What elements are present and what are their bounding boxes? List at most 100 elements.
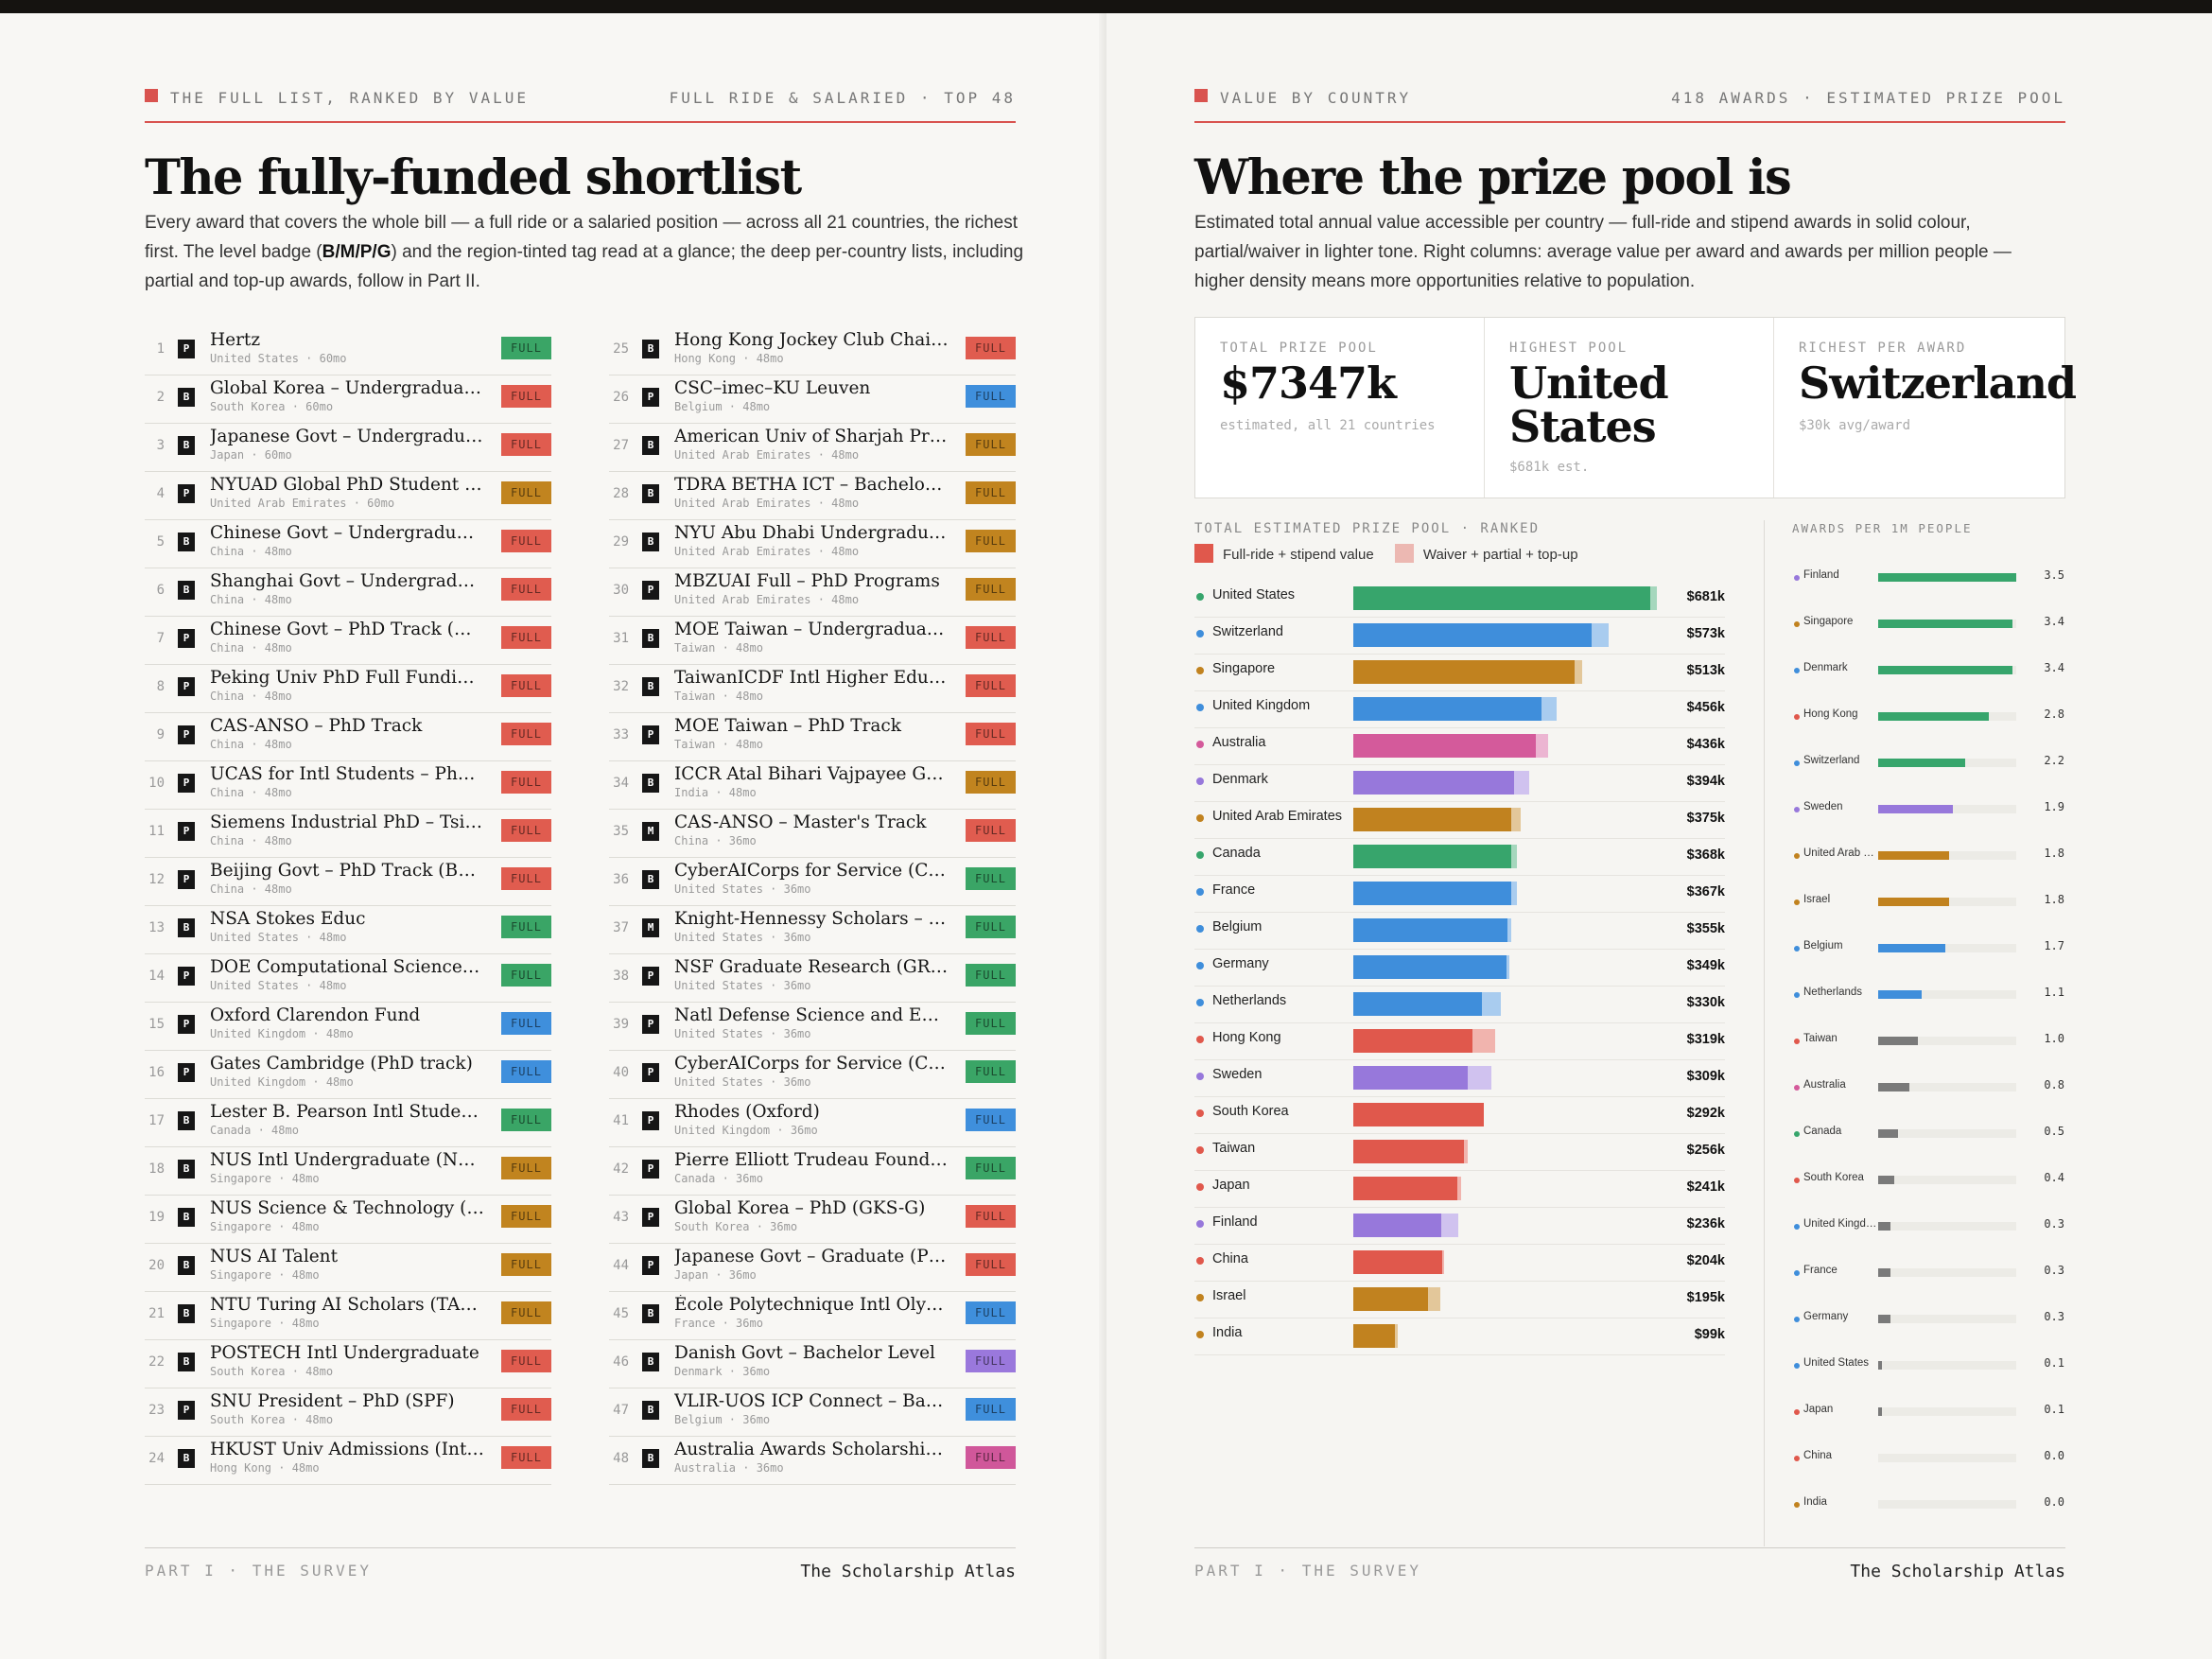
density-value-label: 0.1	[2044, 1356, 2064, 1370]
level-badge: B	[642, 484, 659, 503]
density-value-label: 0.1	[2044, 1403, 2064, 1416]
density-category-label: United Arab Emirates	[1803, 847, 1879, 859]
density-value-label: 0.3	[2044, 1264, 2064, 1277]
bar-partial-value	[1481, 992, 1501, 1016]
bar-category-label: Singapore	[1212, 661, 1276, 676]
stat-label: RICHEST PER AWARD	[1799, 341, 1967, 356]
rank-number: 31	[613, 631, 629, 646]
bar-partial-value	[1511, 882, 1517, 905]
level-badge: B	[642, 870, 659, 889]
bar-category-label: United States	[1212, 587, 1296, 602]
award-meta: Hong Kong · 48mo	[674, 352, 784, 365]
bar-category-label: Canada	[1212, 846, 1261, 861]
level-badge: B	[178, 1160, 195, 1179]
rank-number: 38	[613, 969, 629, 984]
intro-paragraph: Estimated total annual value accessible …	[1194, 213, 2012, 291]
pool-chart-heading: TOTAL ESTIMATED PRIZE POOL · RANKED	[1194, 521, 1541, 536]
award-meta: Taiwan · 48mo	[674, 738, 763, 751]
rank-number: 39	[613, 1017, 629, 1032]
bar-category-label: United Arab Emirates	[1212, 809, 1343, 824]
funding-tag: FULL	[966, 1350, 1016, 1372]
region-dot	[1794, 621, 1800, 627]
award-name: NSF Graduate Research (GRFP)	[674, 957, 949, 977]
density-bar	[1878, 1407, 1883, 1416]
award-name: American Univ of Sharjah President's Sch…	[674, 427, 949, 446]
funding-tag: FULL	[501, 578, 551, 601]
funding-tag: FULL	[501, 1398, 551, 1421]
list-item: 15 P Oxford Clarendon Fund United Kingdom ·…	[145, 1003, 551, 1051]
bar-row: United States $681k	[1194, 581, 1725, 618]
level-badge: P	[178, 1063, 195, 1082]
award-name: MBZUAI Full – PhD Programs	[674, 571, 940, 591]
funding-tag: FULL	[501, 867, 551, 890]
region-dot	[1196, 1331, 1204, 1338]
award-name: NSA Stokes Educ	[210, 909, 366, 929]
density-value-label: 1.1	[2044, 986, 2064, 999]
bar-partial-value	[1591, 623, 1610, 647]
funding-tag: FULL	[966, 1398, 1016, 1421]
bar-track	[1353, 808, 1665, 831]
density-category-label: Singapore	[1803, 616, 1854, 627]
level-badge: B	[178, 1111, 195, 1130]
list-item: 1 P Hertz United States · 60mo FULL	[145, 327, 551, 375]
list-item: 16 P Gates Cambridge (PhD track) United Kin…	[145, 1051, 551, 1099]
bar-row: Switzerland $573k	[1194, 618, 1725, 655]
award-meta: China · 48mo	[210, 545, 292, 558]
rank-number: 19	[148, 1210, 165, 1225]
density-row: Singapore 3.4	[1792, 602, 2066, 648]
density-bar	[1878, 944, 1945, 952]
level-badge: B	[178, 388, 195, 407]
bar-row: Hong Kong $319k	[1194, 1023, 1725, 1060]
density-track	[1878, 1129, 2016, 1138]
funding-tag: FULL	[501, 771, 551, 794]
density-category-label: Canada	[1803, 1126, 1842, 1137]
region-dot	[1196, 704, 1204, 711]
bar-partial-value	[1541, 697, 1557, 721]
bar-value-label: $319k	[1686, 1032, 1725, 1047]
bar-value-label: $349k	[1686, 958, 1725, 973]
funding-tag: FULL	[966, 337, 1016, 359]
density-value-label: 1.9	[2044, 800, 2064, 813]
rank-number: 37	[613, 920, 629, 935]
bar-value-label: $330k	[1686, 995, 1725, 1010]
award-meta: China · 48mo	[210, 738, 292, 751]
bar-category-label: Finland	[1212, 1214, 1258, 1230]
level-badge: B	[178, 918, 195, 937]
rank-number: 47	[613, 1403, 629, 1418]
bar-category-label: Australia	[1212, 735, 1266, 750]
award-name: Global Korea – Undergraduate (GKS-U)	[210, 378, 484, 398]
award-meta: Singapore · 48mo	[210, 1268, 320, 1282]
legend-full-swatch	[1194, 544, 1213, 563]
density-category-label: Israel	[1803, 894, 1831, 905]
award-name: MOE Taiwan – PhD Track	[674, 716, 901, 736]
award-name: Oxford Clarendon Fund	[210, 1005, 421, 1025]
bar-full-value	[1353, 771, 1514, 795]
bar-track	[1353, 1103, 1665, 1126]
level-badge: P	[642, 581, 659, 600]
density-row: Belgium 1.7	[1792, 926, 2066, 972]
bar-partial-value	[1510, 845, 1518, 868]
bar-category-label: Hong Kong	[1212, 1030, 1281, 1045]
list-item: 13 B NSA Stokes Educ United States · 48mo FU…	[145, 906, 551, 954]
ranked-list-column-2: 25 B Hong Kong Jockey Club Chairman's Hong …	[609, 327, 1016, 1485]
award-name: Hertz	[210, 330, 261, 350]
level-badge: B	[178, 1449, 195, 1468]
density-bar	[1878, 573, 2016, 582]
level-badge: M	[642, 918, 659, 937]
pool-bar-chart: United States $681k Switzerland $573k Singap…	[1194, 581, 1725, 1355]
density-track	[1878, 1407, 2016, 1416]
bar-partial-value	[1511, 808, 1521, 831]
bar-value-label: $236k	[1686, 1216, 1725, 1231]
level-badge: P	[642, 725, 659, 744]
bar-track	[1353, 1214, 1665, 1237]
density-track	[1878, 759, 2016, 767]
density-category-label: United States	[1803, 1357, 1870, 1369]
award-meta: Canada · 48mo	[210, 1124, 299, 1137]
level-badge: P	[178, 870, 195, 889]
list-item: 45 B École Polytechnique Intl Olympiads Sc…	[609, 1292, 1016, 1340]
density-category-label: India	[1803, 1496, 1827, 1508]
region-dot	[1196, 593, 1204, 601]
left-kicker: THE FULL LIST, RANKED BY VALUE FULL RIDE…	[145, 89, 1016, 123]
density-row: United Kingdom 0.3	[1792, 1204, 2066, 1250]
award-meta: Taiwan · 48mo	[674, 641, 763, 655]
